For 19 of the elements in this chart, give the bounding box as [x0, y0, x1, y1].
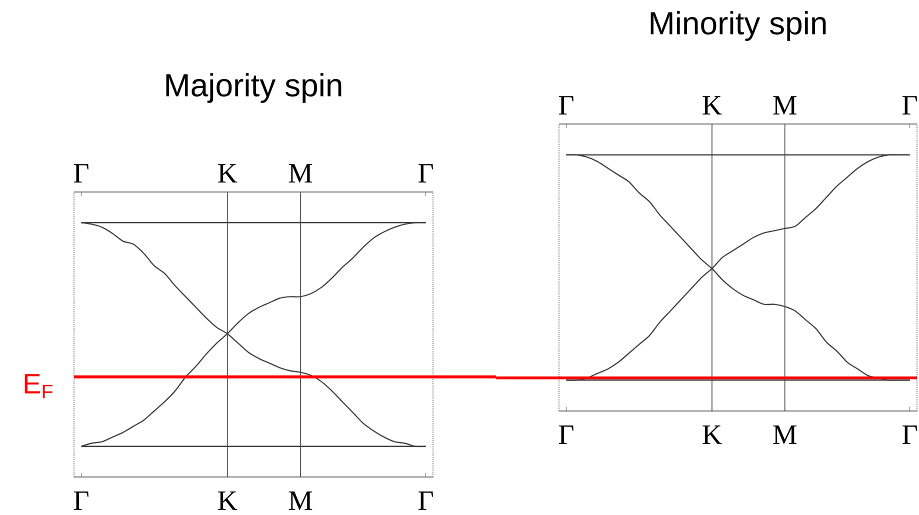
chart-title: Minority spin	[650, 11, 826, 41]
x-tick-label: K	[218, 492, 238, 510]
x-tick-label: K	[702, 426, 722, 444]
x-tick-label: Γ	[418, 492, 433, 510]
x-tick-label: M	[288, 492, 312, 510]
text: M	[288, 164, 312, 182]
ref-line-label: E$_{F}$	[24, 374, 53, 398]
category-label: Γ	[902, 96, 917, 114]
category-label: Γ	[74, 164, 88, 182]
text: K	[218, 164, 238, 182]
x-tick-label: Γ	[558, 426, 574, 444]
text: M	[773, 96, 796, 114]
x-tick-label: Γ	[74, 492, 88, 510]
category-label: Γ	[418, 164, 433, 182]
chart-title: Majority spin	[166, 73, 342, 103]
text: K	[702, 96, 722, 114]
category-label: Γ	[558, 96, 574, 114]
x-tick-label: Γ	[902, 426, 917, 444]
x-tick-label: M	[773, 426, 796, 444]
